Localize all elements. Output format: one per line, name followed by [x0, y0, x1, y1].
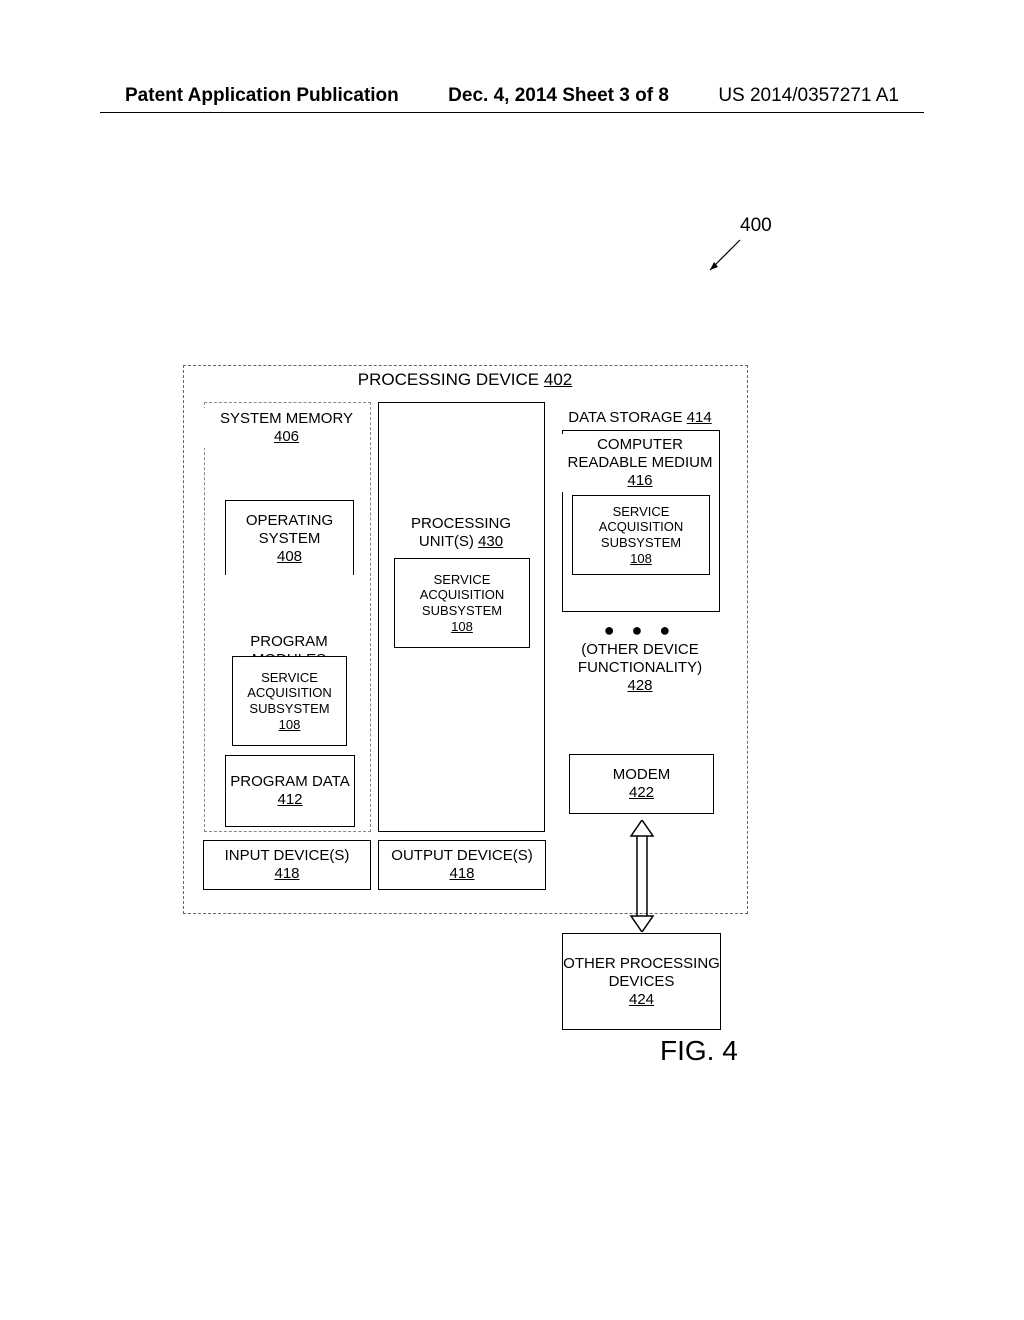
program-data-label: PROGRAM DATA [230, 773, 349, 791]
ref-422: 422 [629, 784, 654, 802]
service-acq-label-2: SERVICE ACQUISITION SUBSYSTEM [395, 572, 529, 619]
other-func-label: (OTHER DEVICE FUNCTIONALITY) [552, 641, 728, 677]
operating-system-box: OPERATING SYSTEM 408 [225, 500, 354, 577]
ref-418b: 418 [449, 865, 474, 883]
bidirectional-arrow-icon [627, 820, 657, 932]
page-header: Patent Application Publication Dec. 4, 2… [0, 85, 1024, 107]
input-devices-box: INPUT DEVICE(S) 418 [203, 840, 371, 890]
ref-406: 406 [274, 428, 299, 446]
ref-108-3: 108 [630, 551, 652, 567]
processing-device-label: PROCESSING DEVICE [358, 370, 539, 389]
ref-430: 430 [478, 533, 503, 550]
system-memory-title: SYSTEM MEMORY 406 [204, 408, 369, 448]
ref-414: 414 [687, 409, 712, 426]
system-memory-label: SYSTEM MEMORY [220, 410, 353, 428]
ref-108-2: 108 [451, 619, 473, 635]
ref-428: 428 [627, 677, 652, 695]
header-left: Patent Application Publication [125, 85, 399, 107]
ref-400-label: 400 [740, 215, 772, 237]
program-data-box: PROGRAM DATA 412 [225, 755, 355, 827]
service-acq-label-3: SERVICE ACQUISITION SUBSYSTEM [573, 504, 709, 551]
ref-424: 424 [629, 991, 654, 1009]
computer-readable-medium-title: COMPUTER READABLE MEDIUM 416 [562, 434, 718, 492]
ellipsis-icon: ● ● ● [604, 620, 677, 642]
service-acq-label-1: SERVICE ACQUISITION SUBSYSTEM [233, 670, 346, 717]
header-center: Dec. 4, 2014 Sheet 3 of 8 [448, 85, 669, 107]
data-storage-label: DATA STORAGE [568, 409, 682, 426]
service-acq-box-3: SERVICE ACQUISITION SUBSYSTEM 108 [572, 495, 710, 575]
ref-108-1: 108 [279, 717, 301, 733]
crm-label: COMPUTER READABLE MEDIUM [562, 436, 718, 472]
ref-418: 418 [274, 865, 299, 883]
modem-label: MODEM [613, 766, 671, 784]
ref-408: 408 [277, 548, 302, 566]
modem-box: MODEM 422 [569, 754, 714, 814]
processing-units-title: PROCESSING UNIT(S) 430 [394, 512, 528, 554]
service-acq-box-1: SERVICE ACQUISITION SUBSYSTEM 108 [232, 656, 347, 746]
operating-system-label: OPERATING SYSTEM [226, 512, 353, 548]
header-right: US 2014/0357271 A1 [718, 85, 899, 107]
ref-416: 416 [627, 472, 652, 490]
input-devices-label: INPUT DEVICE(S) [225, 847, 350, 865]
processing-device-title: PROCESSING DEVICE 402 [0, 370, 930, 390]
figure-label: FIG. 4 [660, 1035, 738, 1067]
other-processing-devices-box: OTHER PROCESSING DEVICES 424 [562, 933, 721, 1030]
data-storage-title: DATA STORAGE 414 [552, 408, 728, 428]
other-functionality-box: ● ● ● (OTHER DEVICE FUNCTIONALITY) 428 [552, 615, 728, 700]
ref-400-leader [710, 235, 745, 270]
ref-402: 402 [544, 370, 572, 389]
other-proc-label: OTHER PROCESSING DEVICES [563, 955, 720, 991]
ref-412: 412 [277, 791, 302, 809]
output-devices-label: OUTPUT DEVICE(S) [391, 847, 532, 865]
header-rule [100, 112, 924, 113]
output-devices-box: OUTPUT DEVICE(S) 418 [378, 840, 546, 890]
service-acq-box-2: SERVICE ACQUISITION SUBSYSTEM 108 [394, 558, 530, 648]
